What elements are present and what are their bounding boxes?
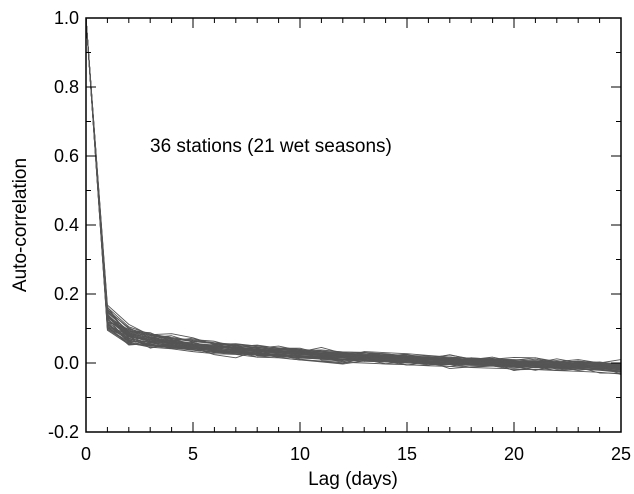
y-tick-label: 0.6 — [54, 146, 79, 166]
y-tick-label: 0.4 — [54, 215, 79, 235]
x-tick-label: 25 — [611, 444, 631, 464]
series-line-36 — [85, 17, 622, 368]
series-line-10 — [85, 17, 622, 365]
series-line-17 — [85, 17, 622, 371]
axis-ticks — [85, 17, 622, 433]
series-line-24 — [85, 17, 622, 373]
x-tick-label: 15 — [397, 444, 417, 464]
x-tick-label: 10 — [290, 444, 310, 464]
series-line-32 — [85, 17, 622, 372]
x-tick-labels: 0 5 10 15 20 25 — [81, 444, 631, 464]
x-tick-label: 20 — [504, 444, 524, 464]
series-line-13 — [85, 17, 622, 365]
series-line-33 — [85, 17, 622, 369]
series-line-1 — [85, 17, 622, 368]
series-line-26 — [85, 17, 622, 370]
series-line-34 — [85, 17, 622, 366]
series-line-20 — [85, 17, 622, 367]
series-line-4 — [85, 17, 622, 371]
series-line-28 — [85, 17, 622, 372]
series-line-21 — [85, 17, 622, 369]
y-tick-label: 0.2 — [54, 284, 79, 304]
series-line-3 — [85, 17, 622, 376]
series-line-7 — [85, 17, 622, 371]
series-line-9 — [85, 17, 622, 372]
series-line-16 — [85, 17, 622, 368]
series-line-2 — [85, 17, 622, 364]
series-line-19 — [85, 17, 622, 375]
series-line-23 — [85, 17, 622, 366]
series-line-22 — [85, 17, 622, 371]
x-axis-title: Lag (days) — [308, 469, 398, 490]
x-tick-label: 0 — [81, 444, 91, 464]
series-line-6 — [85, 17, 622, 374]
y-tick-label: 0.8 — [54, 77, 79, 97]
series-line-12 — [85, 17, 622, 368]
series-line-25 — [85, 17, 622, 365]
chart-annotation: 36 stations (21 wet seasons) — [150, 136, 392, 157]
y-tick-label: 0.0 — [54, 353, 79, 373]
series-line-27 — [85, 17, 622, 366]
series-line-29 — [85, 17, 622, 368]
y-tick-label: 1.0 — [54, 8, 79, 28]
y-axis-title: Auto-correlation — [10, 158, 31, 292]
series-line-31 — [85, 17, 622, 367]
series-line-30 — [85, 17, 622, 371]
series-line-5 — [85, 17, 622, 365]
series-line-18 — [85, 17, 622, 365]
series-line-14 — [85, 17, 622, 373]
series-line-11 — [85, 17, 622, 369]
x-tick-label: 5 — [188, 444, 198, 464]
series-line-8 — [85, 17, 622, 370]
series-line-35 — [85, 17, 622, 369]
series-line-15 — [85, 17, 622, 366]
y-tick-label: -0.2 — [48, 422, 79, 442]
y-tick-labels: 1.0 0.8 0.6 0.4 0.2 0.0 -0.2 — [48, 8, 79, 442]
series-lines — [85, 17, 622, 376]
